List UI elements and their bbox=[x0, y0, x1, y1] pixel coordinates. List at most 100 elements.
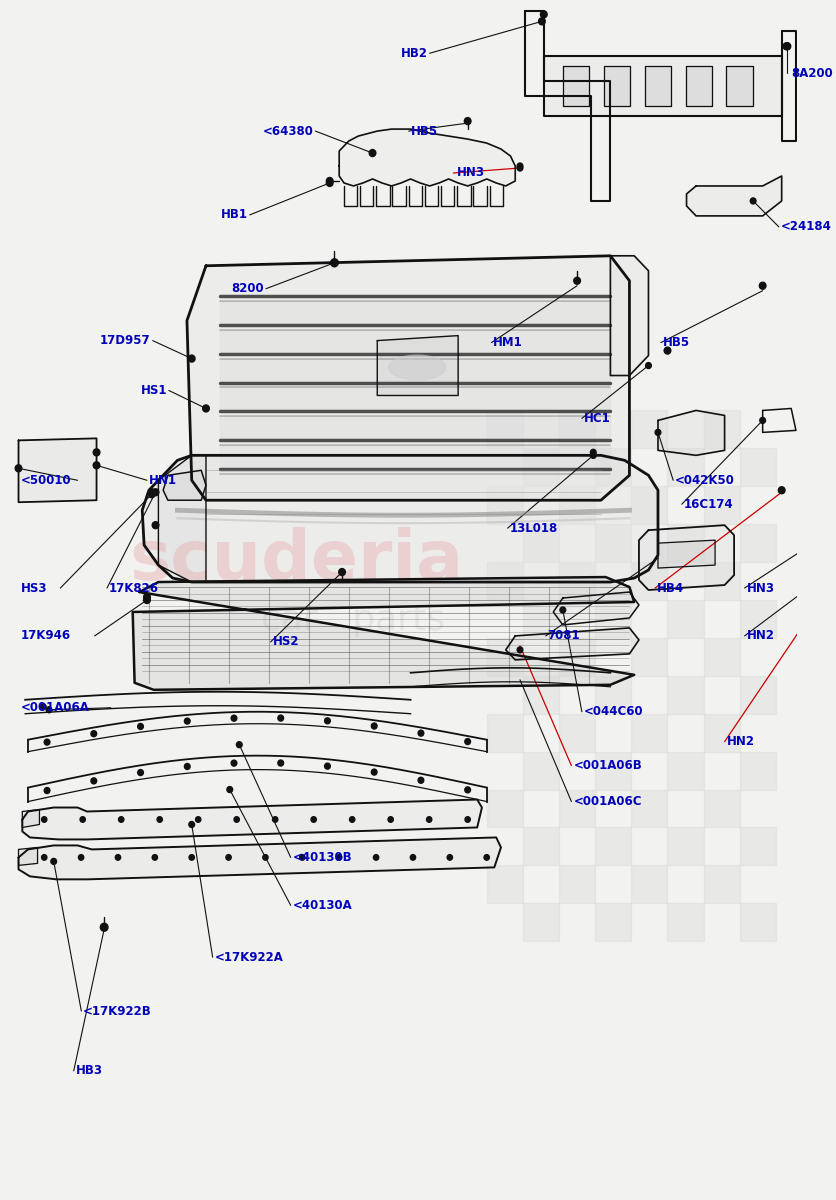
Circle shape bbox=[278, 715, 283, 721]
Circle shape bbox=[778, 487, 785, 493]
Circle shape bbox=[115, 854, 120, 860]
Text: <64380: <64380 bbox=[263, 125, 314, 138]
Bar bbox=[487, 562, 522, 600]
Polygon shape bbox=[686, 66, 712, 106]
Text: scuderia: scuderia bbox=[130, 527, 463, 594]
Circle shape bbox=[144, 596, 150, 604]
Circle shape bbox=[339, 569, 345, 576]
Circle shape bbox=[374, 854, 379, 860]
Text: <001A06C: <001A06C bbox=[573, 796, 642, 808]
Polygon shape bbox=[563, 66, 589, 106]
Circle shape bbox=[46, 707, 52, 713]
Bar bbox=[595, 904, 631, 941]
Bar bbox=[487, 410, 522, 449]
Bar bbox=[740, 676, 776, 714]
Polygon shape bbox=[23, 810, 39, 828]
Circle shape bbox=[185, 763, 190, 769]
Bar bbox=[595, 600, 631, 638]
Text: 17D957: 17D957 bbox=[100, 334, 150, 347]
Circle shape bbox=[410, 854, 415, 860]
Text: <044C60: <044C60 bbox=[584, 706, 644, 719]
Text: 7081: 7081 bbox=[548, 630, 580, 642]
Text: <042K50: <042K50 bbox=[675, 474, 735, 487]
Circle shape bbox=[330, 259, 339, 266]
Circle shape bbox=[573, 277, 580, 284]
Circle shape bbox=[538, 18, 545, 25]
Circle shape bbox=[349, 817, 354, 822]
Circle shape bbox=[560, 607, 566, 613]
Text: 13L018: 13L018 bbox=[509, 522, 558, 535]
Bar bbox=[631, 714, 667, 751]
Text: HC1: HC1 bbox=[584, 412, 610, 425]
Polygon shape bbox=[639, 526, 734, 590]
Circle shape bbox=[273, 817, 278, 822]
Circle shape bbox=[278, 760, 283, 766]
Bar bbox=[559, 865, 595, 904]
Polygon shape bbox=[18, 847, 38, 865]
Bar bbox=[487, 790, 522, 828]
Polygon shape bbox=[645, 66, 671, 106]
Bar bbox=[487, 486, 522, 524]
Circle shape bbox=[44, 787, 50, 793]
Polygon shape bbox=[18, 838, 501, 880]
Circle shape bbox=[91, 778, 97, 784]
Circle shape bbox=[94, 462, 99, 469]
Bar bbox=[559, 410, 595, 449]
Circle shape bbox=[42, 854, 47, 860]
Circle shape bbox=[51, 858, 57, 864]
Text: HN3: HN3 bbox=[457, 167, 485, 180]
Text: 16C174: 16C174 bbox=[684, 498, 733, 511]
Circle shape bbox=[664, 347, 670, 354]
Polygon shape bbox=[220, 359, 610, 380]
Polygon shape bbox=[133, 577, 635, 690]
Text: <24184: <24184 bbox=[781, 221, 832, 233]
Text: 8200: 8200 bbox=[232, 282, 264, 295]
Circle shape bbox=[42, 817, 47, 822]
Circle shape bbox=[655, 430, 660, 436]
Polygon shape bbox=[553, 592, 639, 625]
Polygon shape bbox=[610, 256, 649, 376]
Circle shape bbox=[188, 355, 195, 362]
Polygon shape bbox=[142, 455, 658, 582]
Text: 8A200: 8A200 bbox=[791, 67, 833, 79]
Circle shape bbox=[152, 522, 159, 529]
Circle shape bbox=[465, 738, 471, 744]
Circle shape bbox=[590, 449, 596, 455]
Bar bbox=[667, 904, 704, 941]
Bar bbox=[740, 524, 776, 562]
Polygon shape bbox=[158, 455, 206, 582]
Text: HN1: HN1 bbox=[149, 474, 177, 487]
Bar bbox=[667, 600, 704, 638]
Text: <001A06B: <001A06B bbox=[573, 760, 642, 772]
Circle shape bbox=[234, 817, 239, 822]
Circle shape bbox=[484, 854, 489, 860]
Circle shape bbox=[44, 739, 50, 745]
Circle shape bbox=[783, 43, 790, 49]
Circle shape bbox=[590, 452, 596, 458]
Circle shape bbox=[540, 11, 547, 18]
Bar bbox=[704, 714, 740, 751]
Text: HS2: HS2 bbox=[273, 636, 299, 648]
Bar bbox=[487, 638, 522, 676]
Polygon shape bbox=[220, 416, 610, 438]
Circle shape bbox=[144, 594, 150, 600]
Circle shape bbox=[94, 449, 99, 456]
Circle shape bbox=[388, 817, 393, 822]
Circle shape bbox=[426, 817, 432, 822]
Circle shape bbox=[149, 488, 155, 496]
Circle shape bbox=[803, 618, 808, 625]
Bar bbox=[667, 676, 704, 714]
Polygon shape bbox=[658, 540, 715, 568]
Bar bbox=[740, 751, 776, 790]
Text: HB3: HB3 bbox=[75, 1064, 103, 1078]
Bar bbox=[740, 904, 776, 941]
Circle shape bbox=[465, 787, 471, 793]
Bar bbox=[559, 486, 595, 524]
Text: HM1: HM1 bbox=[493, 336, 523, 349]
Bar bbox=[740, 828, 776, 865]
Circle shape bbox=[784, 43, 791, 49]
Polygon shape bbox=[18, 438, 96, 503]
Text: <17K922A: <17K922A bbox=[215, 950, 283, 964]
Bar bbox=[704, 486, 740, 524]
Bar bbox=[631, 865, 667, 904]
